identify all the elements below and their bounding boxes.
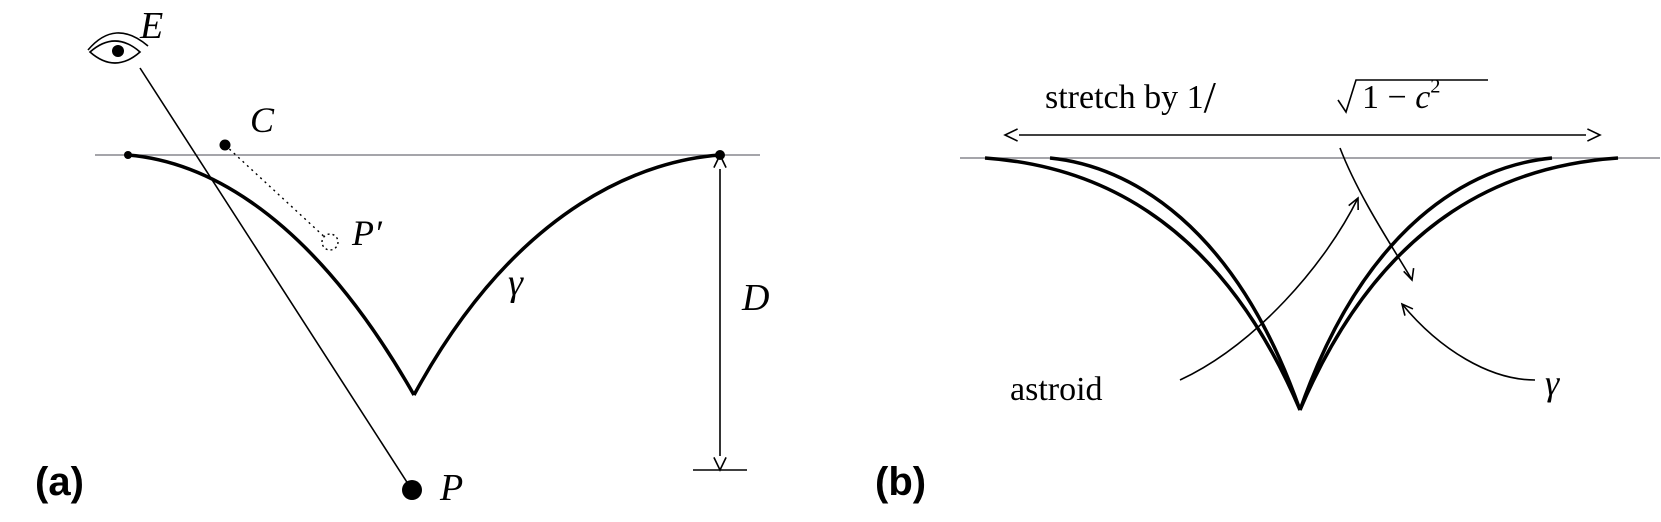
stretch-pointer (1340, 148, 1412, 280)
astroid-pointer (1180, 198, 1358, 380)
point-pprime (322, 234, 338, 250)
eye-pupil (112, 45, 124, 57)
svg-text:γ: γ (508, 262, 524, 304)
cusp-left-dot (124, 151, 132, 159)
svg-text:P′: P′ (351, 213, 383, 253)
svg-text:(a): (a) (35, 460, 84, 504)
point-p (402, 480, 422, 500)
svg-text:astroid: astroid (1010, 371, 1103, 408)
ray-ep (140, 68, 412, 490)
gamma-right-b (1300, 158, 1618, 410)
stretch-label: stretch by 1/ (1045, 73, 1217, 122)
svg-text:(b): (b) (875, 460, 926, 504)
gamma-left-a (128, 155, 414, 395)
astroid-right (1300, 158, 1552, 410)
point-c (220, 140, 231, 151)
svg-text:E: E (139, 5, 163, 47)
svg-text:D: D (741, 277, 769, 319)
gamma-pointer (1402, 304, 1535, 380)
svg-text:C: C (250, 100, 275, 140)
gamma-right-a (414, 155, 720, 395)
svg-text:P: P (439, 467, 463, 509)
svg-text:1 − c2: 1 − c2 (1362, 76, 1440, 116)
svg-text:γ: γ (1545, 363, 1560, 403)
